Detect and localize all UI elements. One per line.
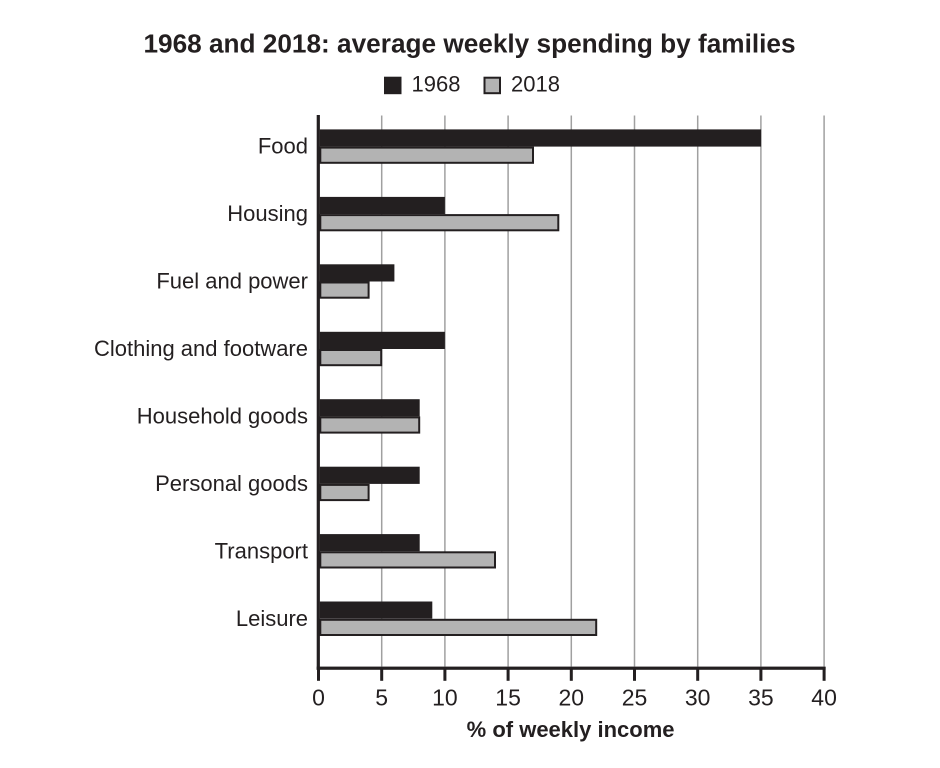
svg-text:Household goods: Household goods [137, 403, 308, 428]
svg-text:Housing: Housing [227, 201, 308, 226]
svg-text:10: 10 [432, 685, 458, 711]
svg-text:Personal goods: Personal goods [155, 471, 308, 496]
svg-text:1968: 1968 [412, 71, 461, 96]
svg-text:2018: 2018 [511, 71, 560, 96]
svg-text:1968 and 2018: average weekly: 1968 and 2018: average weekly spending b… [143, 29, 795, 59]
svg-text:Food: Food [258, 134, 308, 159]
svg-text:25: 25 [622, 685, 648, 711]
svg-text:Leisure: Leisure [236, 606, 308, 631]
svg-text:15: 15 [495, 685, 521, 711]
svg-text:30: 30 [685, 685, 711, 711]
svg-text:% of weekly income: % of weekly income [467, 717, 675, 742]
svg-text:0: 0 [312, 685, 325, 711]
svg-text:20: 20 [559, 685, 585, 711]
svg-text:35: 35 [748, 685, 774, 711]
svg-text:Clothing and footware: Clothing and footware [94, 336, 308, 361]
svg-text:Transport: Transport [215, 538, 308, 563]
svg-text:5: 5 [375, 685, 388, 711]
svg-text:Fuel and power: Fuel and power [156, 269, 308, 294]
svg-text:40: 40 [811, 685, 837, 711]
